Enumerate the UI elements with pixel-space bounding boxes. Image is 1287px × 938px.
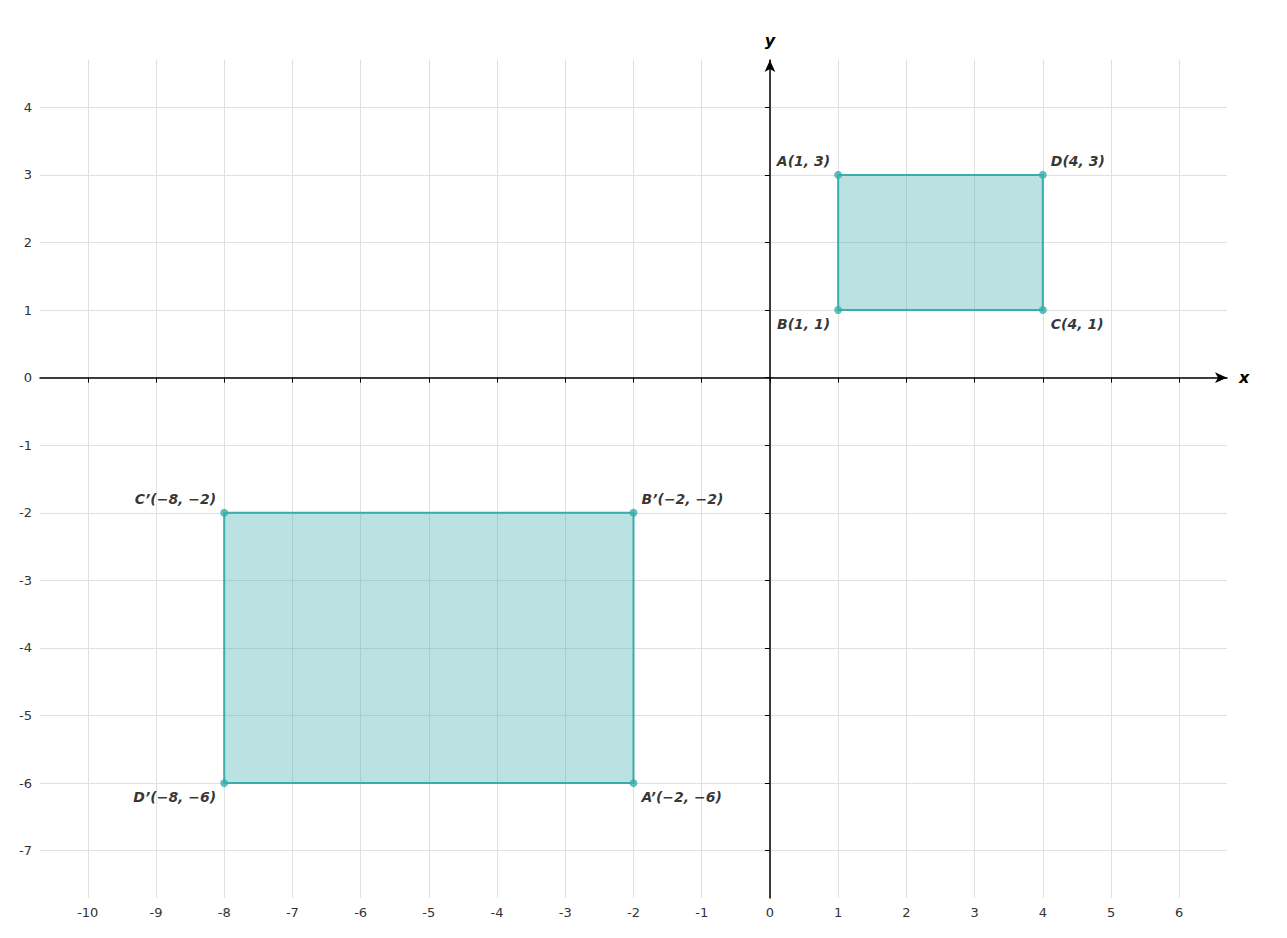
svg-text:1: 1 [834, 905, 842, 920]
svg-text:4: 4 [24, 100, 32, 115]
svg-text:-6: -6 [354, 905, 367, 920]
svg-text:D(4, 3): D(4, 3) [1051, 153, 1105, 169]
svg-text:-7: -7 [286, 905, 299, 920]
svg-text:-5: -5 [19, 708, 32, 723]
svg-text:5: 5 [1107, 905, 1115, 920]
svg-text:2: 2 [24, 235, 32, 250]
svg-text:-4: -4 [491, 905, 504, 920]
svg-text:B’(−2, −2): B’(−2, −2) [642, 491, 724, 507]
svg-text:1: 1 [24, 303, 32, 318]
svg-text:-6: -6 [19, 776, 32, 791]
svg-text:6: 6 [1175, 905, 1183, 920]
svg-text:-4: -4 [19, 640, 32, 655]
svg-text:3: 3 [24, 167, 32, 182]
svg-text:-8: -8 [218, 905, 231, 920]
svg-text:-7: -7 [19, 843, 32, 858]
svg-text:B(1, 1): B(1, 1) [777, 316, 830, 332]
svg-text:-9: -9 [149, 905, 162, 920]
svg-text:4: 4 [1039, 905, 1047, 920]
svg-text:-2: -2 [19, 505, 32, 520]
svg-text:-5: -5 [422, 905, 435, 920]
svg-text:-1: -1 [19, 438, 32, 453]
svg-text:-3: -3 [19, 573, 32, 588]
svg-text:-2: -2 [627, 905, 640, 920]
svg-text:C(4, 1): C(4, 1) [1051, 316, 1104, 332]
svg-text:C’(−8, −2): C’(−8, −2) [135, 491, 217, 507]
svg-text:-1: -1 [695, 905, 708, 920]
svg-text:A’(−2, −6): A’(−2, −6) [641, 789, 722, 805]
svg-text:0: 0 [24, 370, 32, 385]
svg-text:2: 2 [902, 905, 910, 920]
svg-text:D’(−8, −6): D’(−8, −6) [133, 789, 216, 805]
svg-text:y: y [765, 31, 776, 50]
svg-text:x: x [1238, 368, 1250, 387]
svg-text:A(1, 3): A(1, 3) [776, 153, 830, 169]
svg-text:-10: -10 [77, 905, 98, 920]
svg-text:3: 3 [970, 905, 978, 920]
svg-text:-3: -3 [559, 905, 572, 920]
svg-text:0: 0 [766, 905, 774, 920]
